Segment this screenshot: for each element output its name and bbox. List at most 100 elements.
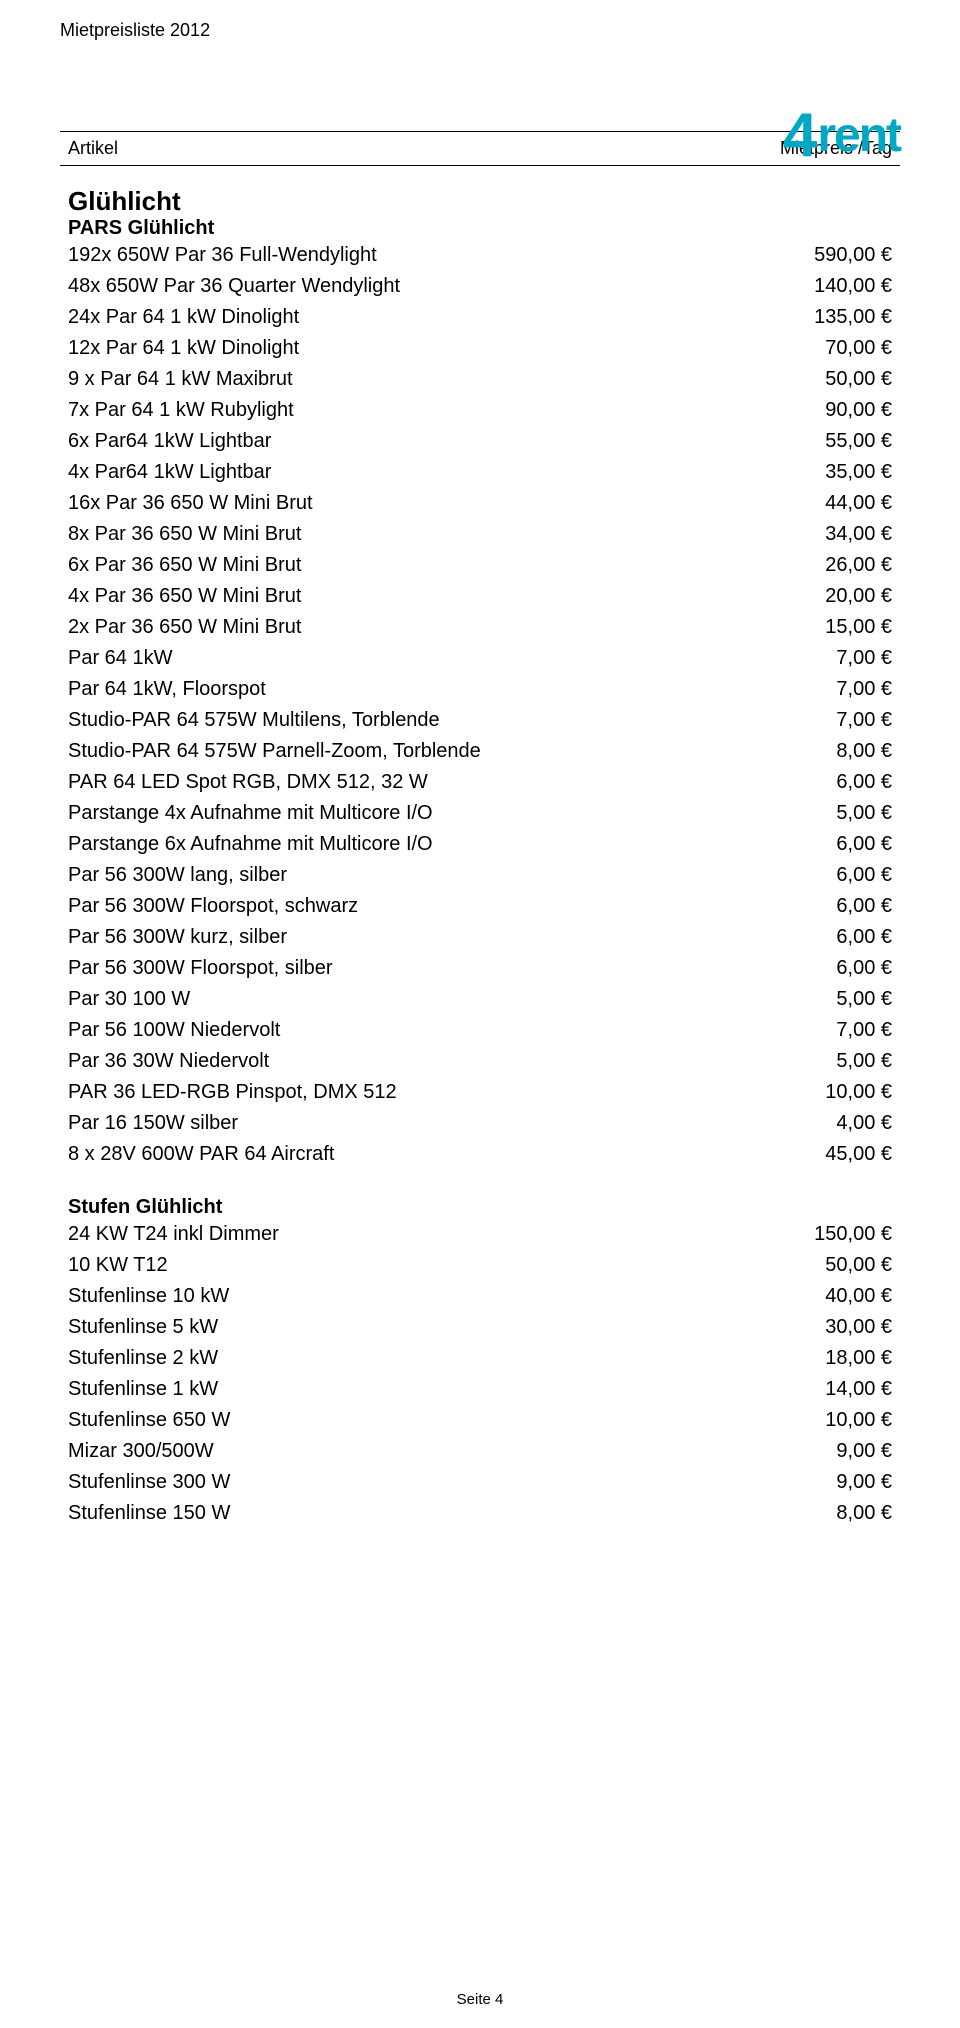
item-label: Stufenlinse 10 kW [68,1281,752,1312]
item-price: 50,00 € [752,1250,892,1281]
price-row: 24x Par 64 1 kW Dinolight135,00 € [60,302,900,333]
price-row: Stufenlinse 300 W9,00 € [60,1467,900,1498]
item-price: 70,00 € [752,333,892,364]
item-label: Par 56 300W Floorspot, silber [68,953,752,984]
price-row: Par 64 1kW7,00 € [60,643,900,674]
item-price: 10,00 € [752,1077,892,1108]
item-price: 10,00 € [752,1405,892,1436]
price-list-stufen: 24 KW T24 inkl Dimmer150,00 €10 KW T1250… [60,1219,900,1529]
item-price: 7,00 € [752,643,892,674]
price-row: Studio-PAR 64 575W Parnell-Zoom, Torblen… [60,736,900,767]
item-price: 6,00 € [752,953,892,984]
item-price: 6,00 € [752,860,892,891]
item-label: 6x Par64 1kW Lightbar [68,426,752,457]
item-price: 30,00 € [752,1312,892,1343]
price-row: Stufenlinse 2 kW18,00 € [60,1343,900,1374]
price-row: Stufenlinse 1 kW14,00 € [60,1374,900,1405]
item-price: 90,00 € [752,395,892,426]
logo-suffix: rent [817,108,900,163]
item-price: 20,00 € [752,581,892,612]
item-label: Studio-PAR 64 575W Parnell-Zoom, Torblen… [68,736,752,767]
item-label: Studio-PAR 64 575W Multilens, Torblende [68,705,752,736]
item-price: 8,00 € [752,736,892,767]
section-title-gluehlicht: Glühlicht [60,186,900,217]
price-row: 48x 650W Par 36 Quarter Wendylight140,00… [60,271,900,302]
item-label: Stufenlinse 1 kW [68,1374,752,1405]
item-price: 35,00 € [752,457,892,488]
price-row: 9 x Par 64 1 kW Maxibrut50,00 € [60,364,900,395]
price-row: 2x Par 36 650 W Mini Brut15,00 € [60,612,900,643]
item-price: 9,00 € [752,1467,892,1498]
item-price: 8,00 € [752,1498,892,1529]
price-row: 6x Par 36 650 W Mini Brut26,00 € [60,550,900,581]
item-price: 140,00 € [752,271,892,302]
item-label: 24 KW T24 inkl Dimmer [68,1219,752,1250]
item-label: 4x Par 36 650 W Mini Brut [68,581,752,612]
price-row: 7x Par 64 1 kW Rubylight90,00 € [60,395,900,426]
logo: 4 rent [783,100,900,171]
item-price: 5,00 € [752,798,892,829]
item-label: Par 64 1kW, Floorspot [68,674,752,705]
price-row: 12x Par 64 1 kW Dinolight70,00 € [60,333,900,364]
price-row: Stufenlinse 150 W8,00 € [60,1498,900,1529]
price-row: 8x Par 36 650 W Mini Brut34,00 € [60,519,900,550]
item-label: Parstange 4x Aufnahme mit Multicore I/O [68,798,752,829]
item-price: 44,00 € [752,488,892,519]
item-label: 6x Par 36 650 W Mini Brut [68,550,752,581]
price-row: 4x Par64 1kW Lightbar35,00 € [60,457,900,488]
item-price: 15,00 € [752,612,892,643]
item-label: Par 64 1kW [68,643,752,674]
item-label: Stufenlinse 300 W [68,1467,752,1498]
subsection-title-pars: PARS Glühlicht [60,217,900,240]
item-price: 4,00 € [752,1108,892,1139]
item-price: 6,00 € [752,767,892,798]
price-row: Par 16 150W silber4,00 € [60,1108,900,1139]
item-label: 4x Par64 1kW Lightbar [68,457,752,488]
page-title: Mietpreisliste 2012 [60,20,900,41]
item-price: 6,00 € [752,891,892,922]
item-price: 34,00 € [752,519,892,550]
item-label: Par 16 150W silber [68,1108,752,1139]
price-row: Par 56 100W Niedervolt7,00 € [60,1015,900,1046]
price-row: 24 KW T24 inkl Dimmer150,00 € [60,1219,900,1250]
item-label: 2x Par 36 650 W Mini Brut [68,612,752,643]
item-price: 55,00 € [752,426,892,457]
item-label: Stufenlinse 5 kW [68,1312,752,1343]
item-label: 12x Par 64 1 kW Dinolight [68,333,752,364]
item-price: 40,00 € [752,1281,892,1312]
item-label: Par 30 100 W [68,984,752,1015]
price-row: PAR 64 LED Spot RGB, DMX 512, 32 W6,00 € [60,767,900,798]
item-price: 45,00 € [752,1139,892,1170]
item-label: Par 56 100W Niedervolt [68,1015,752,1046]
price-row: 16x Par 36 650 W Mini Brut44,00 € [60,488,900,519]
price-row: Studio-PAR 64 575W Multilens, Torblende7… [60,705,900,736]
price-row: PAR 36 LED-RGB Pinspot, DMX 51210,00 € [60,1077,900,1108]
item-label: Par 56 300W kurz, silber [68,922,752,953]
item-price: 7,00 € [752,674,892,705]
price-row: 10 KW T1250,00 € [60,1250,900,1281]
item-label: PAR 36 LED-RGB Pinspot, DMX 512 [68,1077,752,1108]
item-price: 590,00 € [752,240,892,271]
item-label: 7x Par 64 1 kW Rubylight [68,395,752,426]
item-price: 14,00 € [752,1374,892,1405]
price-row: Par 56 300W kurz, silber6,00 € [60,922,900,953]
price-row: Par 64 1kW, Floorspot7,00 € [60,674,900,705]
price-row: Mizar 300/500W9,00 € [60,1436,900,1467]
item-price: 9,00 € [752,1436,892,1467]
item-label: Par 56 300W Floorspot, schwarz [68,891,752,922]
price-row: Parstange 4x Aufnahme mit Multicore I/O5… [60,798,900,829]
price-row: Parstange 6x Aufnahme mit Multicore I/O6… [60,829,900,860]
item-price: 6,00 € [752,922,892,953]
price-row: Par 30 100 W5,00 € [60,984,900,1015]
price-row: Par 56 300W lang, silber6,00 € [60,860,900,891]
subsection-title-stufen: Stufen Glühlicht [60,1196,900,1219]
item-label: 9 x Par 64 1 kW Maxibrut [68,364,752,395]
column-headers: Artikel Mietpreis /Tag [60,131,900,166]
item-label: Stufenlinse 650 W [68,1405,752,1436]
price-list-pars: 192x 650W Par 36 Full-Wendylight590,00 €… [60,240,900,1170]
price-row: Par 56 300W Floorspot, silber6,00 € [60,953,900,984]
article-header: Artikel [68,138,118,159]
item-label: 24x Par 64 1 kW Dinolight [68,302,752,333]
item-price: 18,00 € [752,1343,892,1374]
price-row: Par 36 30W Niedervolt5,00 € [60,1046,900,1077]
